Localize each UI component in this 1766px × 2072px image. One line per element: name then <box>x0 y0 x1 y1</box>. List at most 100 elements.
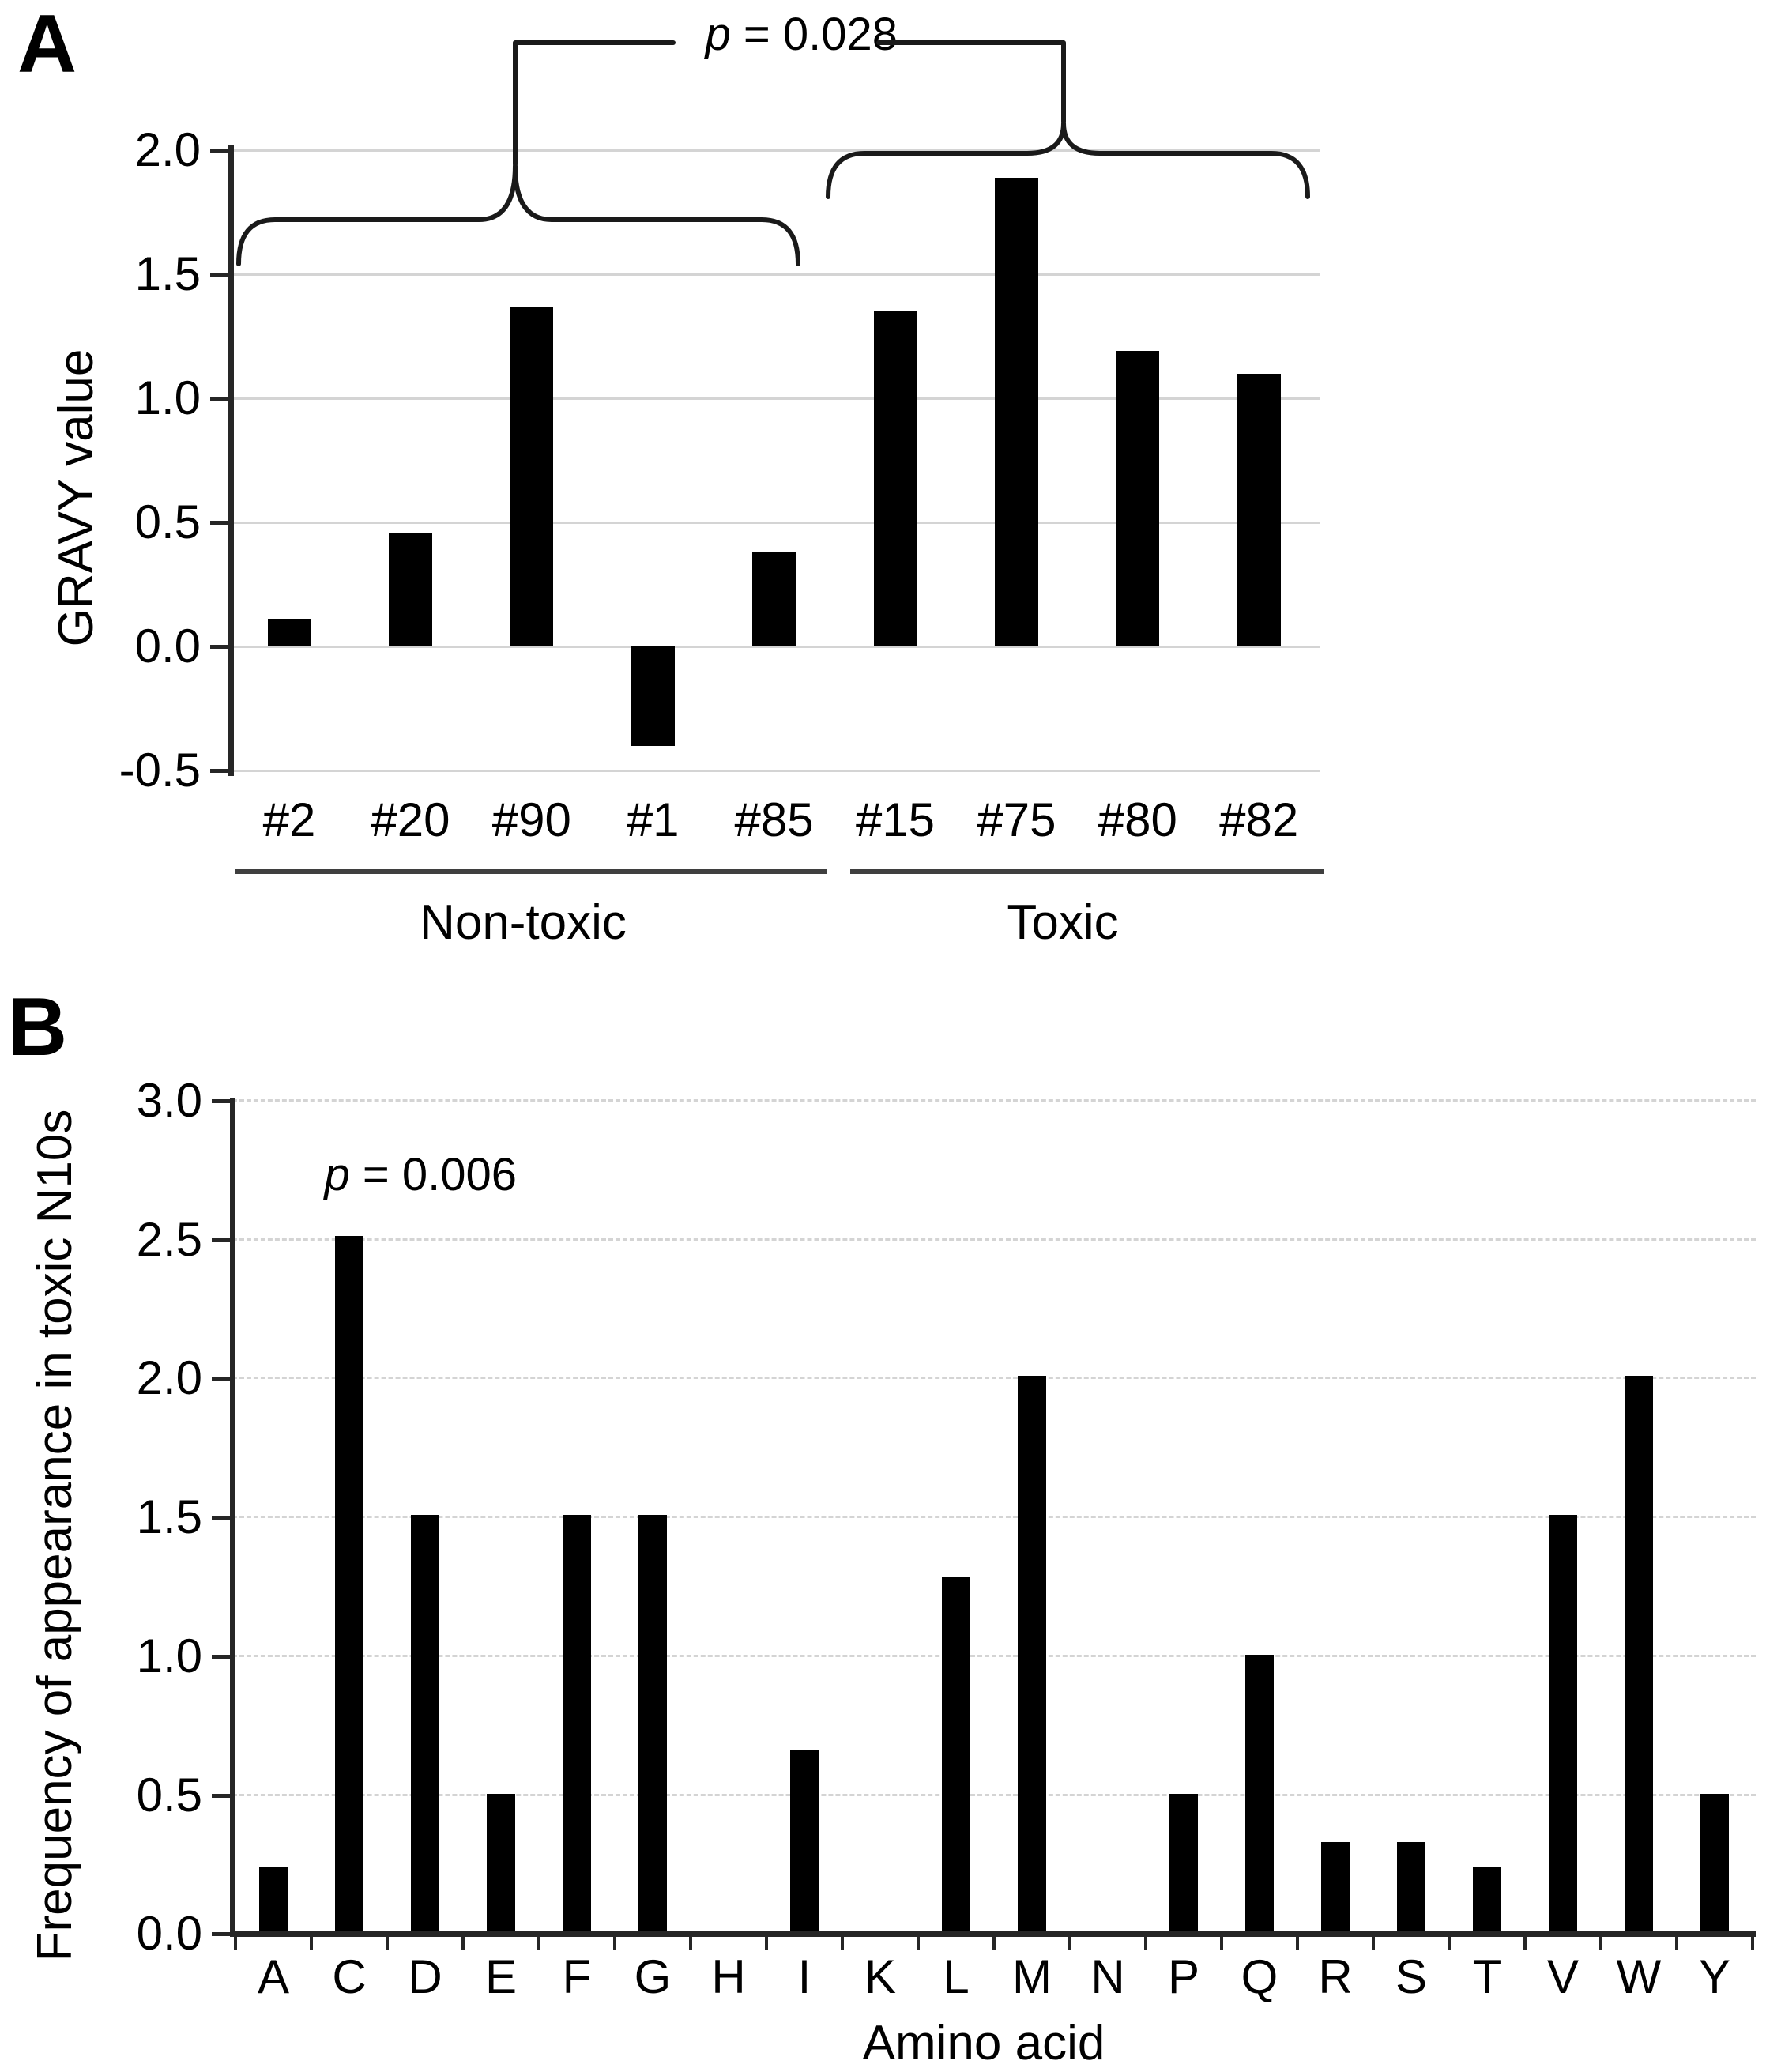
panel-a-x-category-label: #85 <box>734 793 814 846</box>
panel-b-gridline <box>232 1516 1756 1518</box>
bar-Q <box>1245 1655 1274 1934</box>
panel-b-x-boundary-tick <box>1751 1937 1754 1950</box>
panel-a-y-tick-mark <box>210 645 231 649</box>
panel-a-x-category-label: #82 <box>1219 793 1299 846</box>
bar-#2 <box>268 619 311 646</box>
panel-b-x-category-label: W <box>1616 1950 1662 2003</box>
panel-b-x-boundary-tick <box>613 1937 616 1950</box>
panel-a-x-category-label: #15 <box>855 793 936 846</box>
panel-b-y-tick-label: 1.0 <box>136 1629 202 1682</box>
panel-b-x-boundary-tick <box>1220 1937 1223 1950</box>
panel-a-y-tick-label: -0.5 <box>119 744 201 797</box>
panel-b-x-category-label: E <box>484 1950 518 2003</box>
panel-a-gridline <box>231 770 1320 772</box>
bar-#75 <box>995 178 1038 646</box>
panel-b-gridline <box>232 1377 1756 1379</box>
bar-M <box>1018 1376 1046 1934</box>
bar-P <box>1169 1794 1198 1934</box>
bar-I <box>790 1750 819 1934</box>
panel-a-gridline <box>231 273 1320 276</box>
panel-b-label: B <box>8 981 68 1073</box>
panel-a-y-tick-mark <box>210 397 231 401</box>
bar-L <box>942 1577 970 1934</box>
panel-b-x-category-label: C <box>332 1950 367 2003</box>
panel-b-x-boundary-tick <box>1675 1937 1678 1950</box>
panel-b-gridline <box>232 1655 1756 1657</box>
panel-b-y-tick-label: 2.5 <box>136 1213 202 1266</box>
nontoxic-curly-brace <box>236 164 800 266</box>
panel-b-x-category-label: H <box>711 1950 746 2003</box>
panel-a-y-tick-mark <box>210 521 231 525</box>
panel-b-x-boundary-tick <box>765 1937 768 1950</box>
panel-b-y-tick-label: 0.5 <box>136 1769 202 1821</box>
bar-V <box>1549 1515 1577 1934</box>
panel-b-x-boundary-tick <box>992 1937 996 1950</box>
panel-b-x-boundary-tick <box>1144 1937 1147 1950</box>
panel-a-y-tick-label: 0.0 <box>134 620 201 672</box>
bar-#90 <box>510 307 553 646</box>
bar-R <box>1321 1842 1350 1934</box>
panel-b-x-category-label: P <box>1167 1950 1200 2003</box>
panel-a-gridline <box>231 646 1320 648</box>
panel-b-y-tick-mark <box>212 1932 232 1936</box>
p-value-connector-left <box>513 40 676 167</box>
panel-a-y-axis-line <box>228 145 234 776</box>
panel-b-p-rest: = 0.006 <box>349 1149 517 1200</box>
panel-b-x-category-label: L <box>943 1950 970 2003</box>
panel-b-y-tick-mark <box>212 1655 232 1659</box>
panel-b-x-boundary-tick <box>461 1937 465 1950</box>
panel-b-x-axis-title: Amino acid <box>862 2016 1105 2070</box>
panel-a-x-category-label: #2 <box>262 793 316 846</box>
panel-b-gridline <box>232 1099 1756 1102</box>
panel-b-x-boundary-tick <box>1372 1937 1375 1950</box>
panel-a-gridline <box>231 522 1320 524</box>
toxic-curly-brace <box>826 121 1310 199</box>
panel-a-y-tick-mark <box>210 273 231 277</box>
panel-a-y-tick-label: 2.0 <box>134 123 201 176</box>
panel-b-x-boundary-tick <box>234 1937 237 1950</box>
panel-a-group-label-toxic: Toxic <box>1007 895 1119 950</box>
panel-b-x-category-label: T <box>1472 1950 1502 2003</box>
panel-a-y-tick-label: 1.5 <box>134 247 201 300</box>
panel-a-p-value: p = 0.028 <box>654 0 898 104</box>
panel-a-x-category-label: #75 <box>977 793 1056 846</box>
panel-b-x-boundary-tick <box>841 1937 844 1950</box>
panel-b-y-tick-mark <box>212 1377 232 1381</box>
p-value-connector-right <box>876 40 1066 124</box>
panel-b-x-category-label: Y <box>1698 1950 1731 2003</box>
panel-b-x-boundary-tick <box>1599 1937 1602 1950</box>
panel-b-x-boundary-tick <box>386 1937 389 1950</box>
panel-a-y-tick-label: 0.5 <box>134 495 201 548</box>
bar-C <box>335 1236 363 1934</box>
panel-b-x-category-label: A <box>257 1950 290 2003</box>
panel-b-x-boundary-tick <box>537 1937 540 1950</box>
panel-b-y-tick-label: 3.0 <box>136 1074 202 1127</box>
panel-a-p-symbol: p <box>705 9 731 60</box>
panel-b-y-tick-label: 1.5 <box>136 1490 202 1543</box>
bar-G <box>638 1515 667 1934</box>
panel-b-x-boundary-tick <box>1068 1937 1071 1950</box>
panel-b-y-axis-line <box>230 1098 235 1937</box>
panel-b-x-category-label: N <box>1090 1950 1125 2003</box>
panel-b-y-tick-mark <box>212 1238 232 1242</box>
bar-#1 <box>631 646 675 746</box>
panel-a-x-category-label: #90 <box>491 793 571 846</box>
panel-b-x-category-label: D <box>408 1950 442 2003</box>
panel-a-x-category-label: #80 <box>1098 793 1177 846</box>
panel-b-x-category-label: M <box>1012 1950 1052 2003</box>
panel-b-y-tick-label: 2.0 <box>136 1351 202 1404</box>
panel-a-y-tick-mark <box>210 769 231 773</box>
panel-a-label: A <box>17 0 77 90</box>
panel-b-p-symbol: p <box>324 1149 350 1200</box>
panel-b-y-tick-label: 0.0 <box>136 1907 202 1960</box>
panel-b-x-boundary-tick <box>917 1937 920 1950</box>
panel-b-x-category-label: G <box>634 1950 672 2003</box>
bar-S <box>1397 1842 1425 1934</box>
panel-b-x-boundary-tick <box>1448 1937 1451 1950</box>
panel-b-p-value: p = 0.006 <box>273 1106 517 1244</box>
panel-b-x-boundary-tick <box>1296 1937 1299 1950</box>
bar-#15 <box>874 311 917 646</box>
